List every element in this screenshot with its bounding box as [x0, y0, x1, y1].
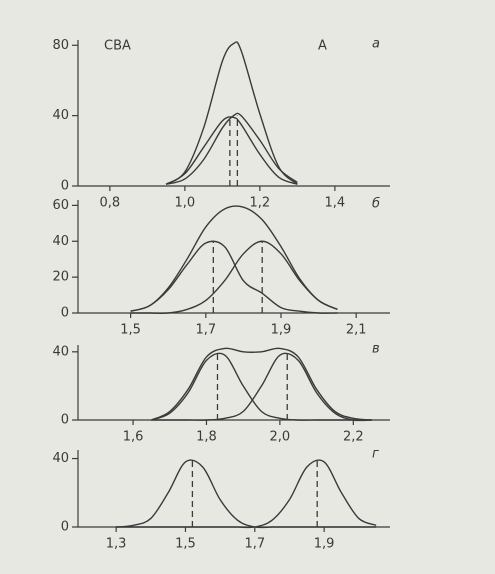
x-tick-label: 1,8 [196, 430, 217, 445]
y-tick-label: 0 [61, 306, 69, 321]
panel-label: а [372, 37, 380, 52]
curve [165, 116, 298, 185]
y-tick-label: 0 [61, 520, 69, 535]
y-tick-label: 40 [52, 234, 69, 249]
y-tick-label: 80 [52, 38, 69, 53]
x-tick-label: 1,0 [175, 196, 196, 211]
curve [130, 240, 338, 314]
x-tick-label: 1,5 [120, 323, 141, 338]
x-tick-label: 2,0 [270, 430, 291, 445]
x-tick-label: 2,2 [343, 430, 364, 445]
y-tick-label: 0 [61, 179, 69, 194]
x-tick-label: 1,7 [195, 323, 216, 338]
panel-label: б [372, 197, 380, 212]
x-tick-label: 1,9 [271, 323, 292, 338]
curve [151, 352, 372, 422]
panel-label: г [372, 447, 379, 462]
curve [151, 347, 372, 421]
annotation: СВА [104, 39, 131, 54]
x-tick-label: 1,5 [175, 537, 196, 552]
y-tick-label: 20 [52, 270, 69, 285]
x-tick-label: 1,6 [123, 430, 144, 445]
curve [165, 112, 298, 185]
x-tick-label: 1,2 [250, 196, 271, 211]
x-tick-label: 2,1 [346, 323, 367, 338]
curve [165, 41, 298, 185]
curve [130, 205, 338, 312]
x-tick-label: 1,9 [314, 537, 335, 552]
y-tick-label: 0 [61, 413, 69, 428]
x-tick-label: 1,7 [244, 537, 265, 552]
curve [116, 459, 377, 529]
y-tick-label: 60 [52, 198, 69, 213]
curve [151, 352, 372, 421]
curve [116, 459, 377, 529]
x-tick-label: 1,4 [325, 196, 346, 211]
x-tick-label: 1,3 [106, 537, 127, 552]
panel-label: в [372, 342, 380, 357]
y-tick-label: 40 [52, 108, 69, 123]
x-tick-label: 0,8 [100, 196, 121, 211]
y-tick-label: 40 [52, 344, 69, 359]
annotation: А [318, 39, 327, 54]
curve [130, 240, 338, 314]
y-tick-label: 40 [52, 451, 69, 466]
